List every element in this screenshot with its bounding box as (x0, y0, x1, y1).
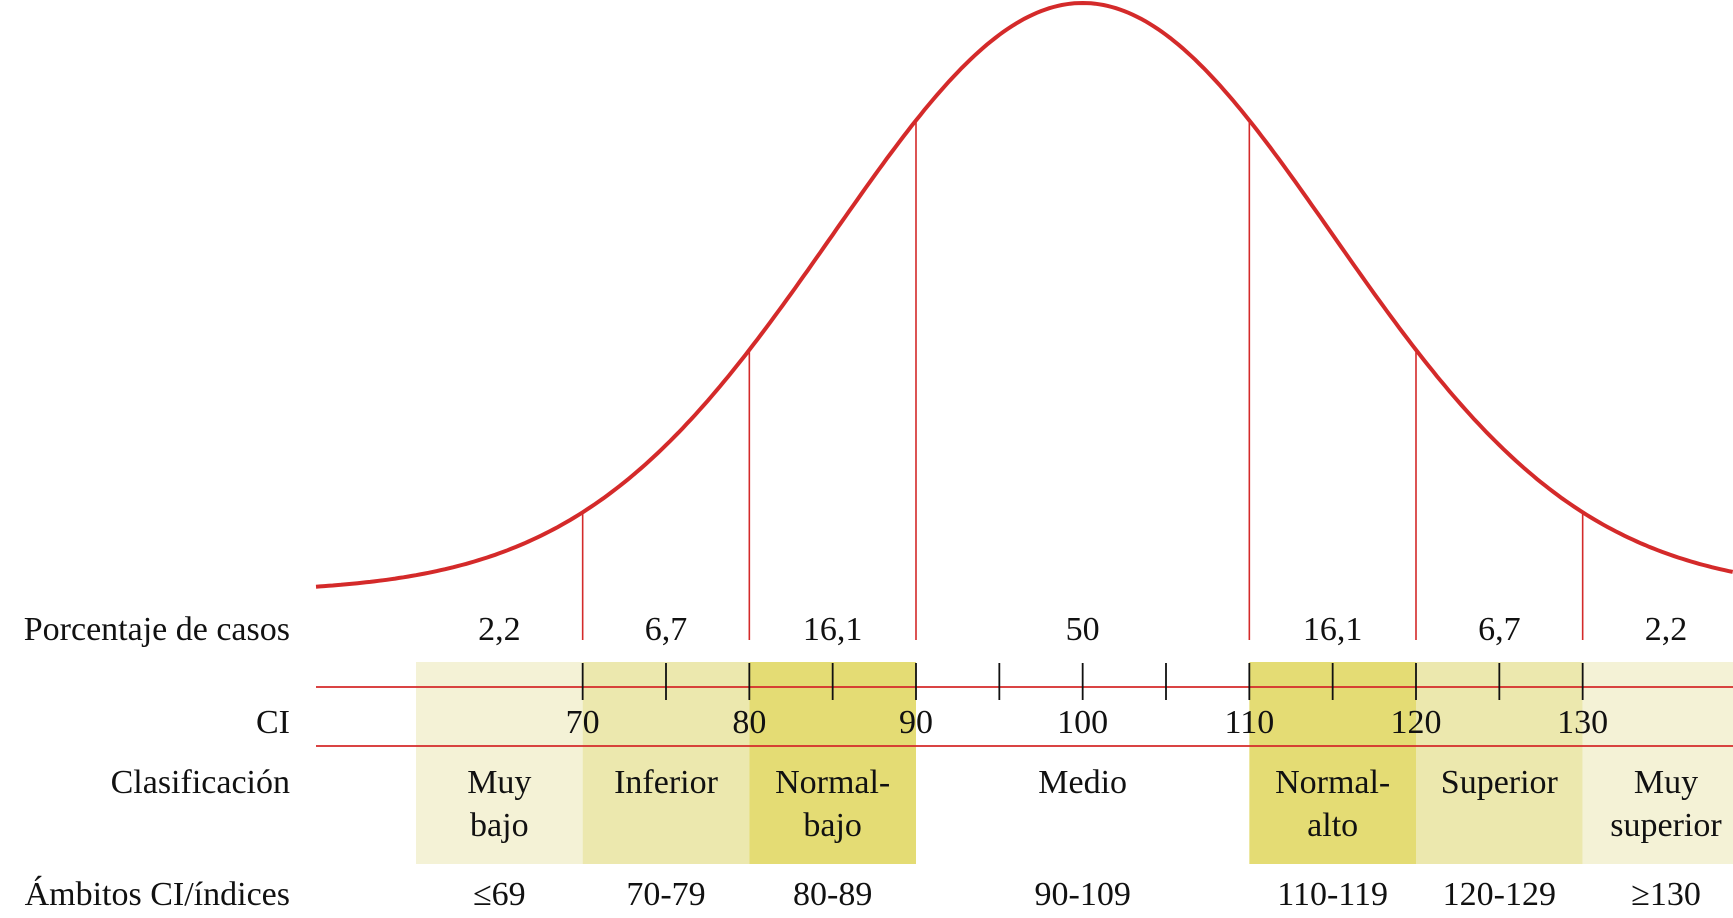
ci-axis (316, 663, 1733, 747)
class-label-2-0: Normal- (775, 764, 890, 801)
ci-tick-label-120: 120 (1391, 704, 1442, 741)
class-label-0-0: Muy (467, 764, 531, 801)
class-label-2-1: bajo (803, 807, 862, 844)
percent-label-2: 16,1 (803, 611, 863, 648)
class-label-3-0: Medio (1038, 764, 1127, 801)
ci-tick-label-90: 90 (899, 704, 933, 741)
range-label-2: 80-89 (793, 876, 872, 913)
range-label-1: 70-79 (626, 876, 705, 913)
class-label-6-1: superior (1610, 807, 1722, 844)
classification-bands (416, 662, 1733, 864)
normal-curve (315, 0, 1733, 589)
row-label-ci: CI (256, 704, 290, 741)
ci-tick-label-130: 130 (1557, 704, 1608, 741)
ci-tick-label-80: 80 (732, 704, 766, 741)
row-label-ranges: Ámbitos CI/índices (25, 876, 290, 913)
range-label-6: ≥130 (1631, 876, 1701, 913)
class-label-5-0: Superior (1441, 764, 1559, 801)
ci-tick-label-100: 100 (1057, 704, 1108, 741)
curve-layer (315, 0, 1733, 640)
row-label-classification: Clasificación (111, 764, 290, 801)
percent-label-6: 2,2 (1645, 611, 1688, 648)
class-label-1-0: Inferior (614, 764, 719, 801)
range-label-5: 120-129 (1443, 876, 1556, 913)
percent-label-0: 2,2 (478, 611, 521, 648)
class-label-4-1: alto (1307, 807, 1358, 844)
labels-layer: Porcentaje de casos CI Clasificación Ámb… (24, 611, 1723, 913)
row-label-percent: Porcentaje de casos (24, 611, 290, 648)
percent-label-5: 6,7 (1478, 611, 1521, 648)
band-6 (1582, 662, 1733, 864)
class-label-6-0: Muy (1634, 764, 1698, 801)
percent-label-1: 6,7 (645, 611, 688, 648)
ci-tick-label-110: 110 (1224, 704, 1274, 741)
range-label-0: ≤69 (473, 876, 526, 913)
percent-label-4: 16,1 (1303, 611, 1363, 648)
ci-tick-label-70: 70 (566, 704, 600, 741)
class-label-0-1: bajo (470, 807, 529, 844)
range-label-3: 90-109 (1035, 876, 1131, 913)
band-0 (416, 662, 583, 864)
percent-label-3: 50 (1066, 611, 1100, 648)
class-label-4-0: Normal- (1275, 764, 1390, 801)
range-label-4: 110-119 (1277, 876, 1388, 913)
